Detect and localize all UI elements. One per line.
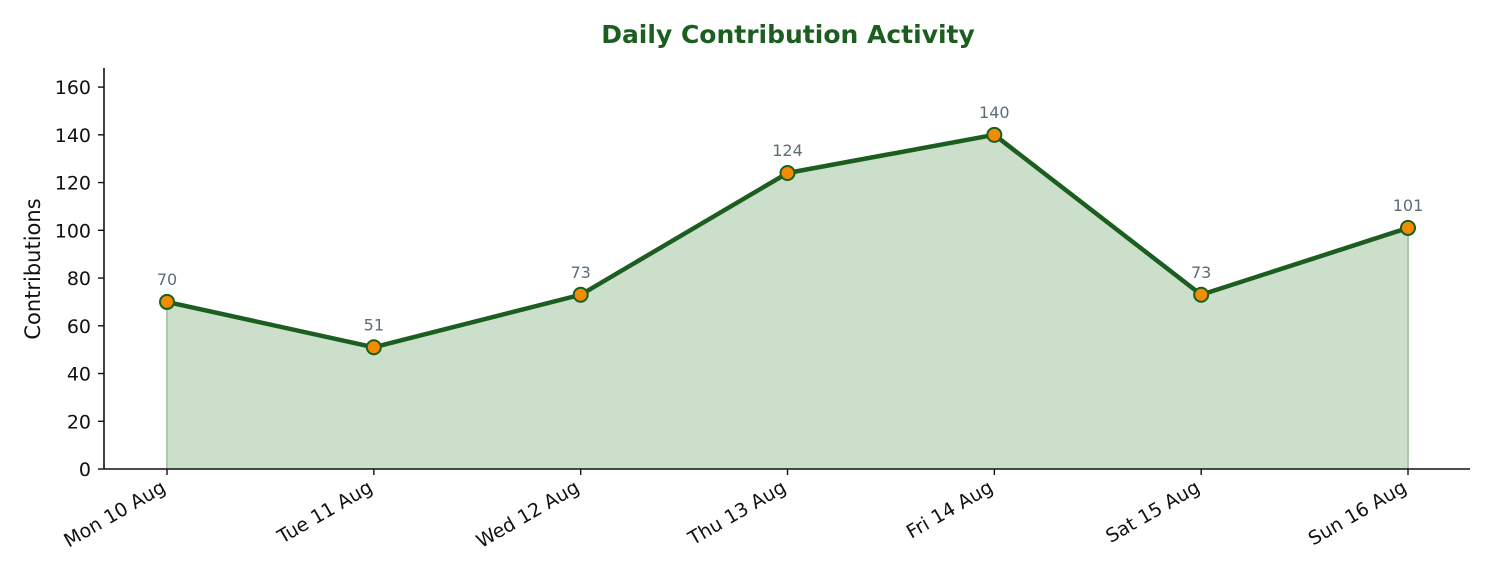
data-label: 140 (979, 103, 1010, 122)
data-label: 73 (1191, 263, 1211, 282)
x-tick-label: Sun 16 Aug (1305, 476, 1411, 550)
y-tick-label: 60 (67, 316, 91, 338)
x-tick-label: Mon 10 Aug (60, 476, 169, 552)
data-label: 70 (157, 270, 177, 289)
data-label: 124 (772, 141, 803, 160)
area-fill (167, 134, 1408, 470)
x-tick-label: Tue 11 Aug (273, 476, 377, 548)
y-axis-label: Contributions (21, 198, 45, 339)
y-tick-label: 140 (55, 125, 91, 147)
data-point (159, 293, 175, 310)
x-tick-label: Fri 14 Aug (903, 476, 997, 543)
chart-title: Daily Contribution Activity (601, 20, 975, 49)
data-label: 73 (570, 263, 590, 282)
data-point (365, 339, 382, 356)
plot-area: 0 20 40 60 80 100 120 140 160 Mon 10 Aug Tue 11 Au… (55, 68, 1470, 553)
y-tick-label: 40 (67, 364, 91, 386)
data-label: 101 (1393, 196, 1424, 215)
y-tick-label: 80 (67, 268, 91, 290)
x-tick-label: Sat 15 Aug (1102, 476, 1204, 547)
x-tick-label: Wed 12 Aug (473, 476, 583, 552)
data-point (1193, 286, 1210, 303)
data-point (572, 286, 589, 303)
y-tick-label: 120 (55, 173, 91, 195)
data-point (986, 126, 1003, 143)
data-label: 51 (364, 315, 384, 334)
y-tick-label: 20 (67, 411, 91, 433)
y-tick-label: 0 (79, 459, 91, 481)
x-tick-label: Thu 13 Aug (684, 476, 790, 550)
y-tick-label: 100 (55, 220, 91, 242)
data-point (779, 165, 796, 182)
y-tick-label: 160 (55, 77, 91, 99)
data-point (1400, 219, 1416, 236)
